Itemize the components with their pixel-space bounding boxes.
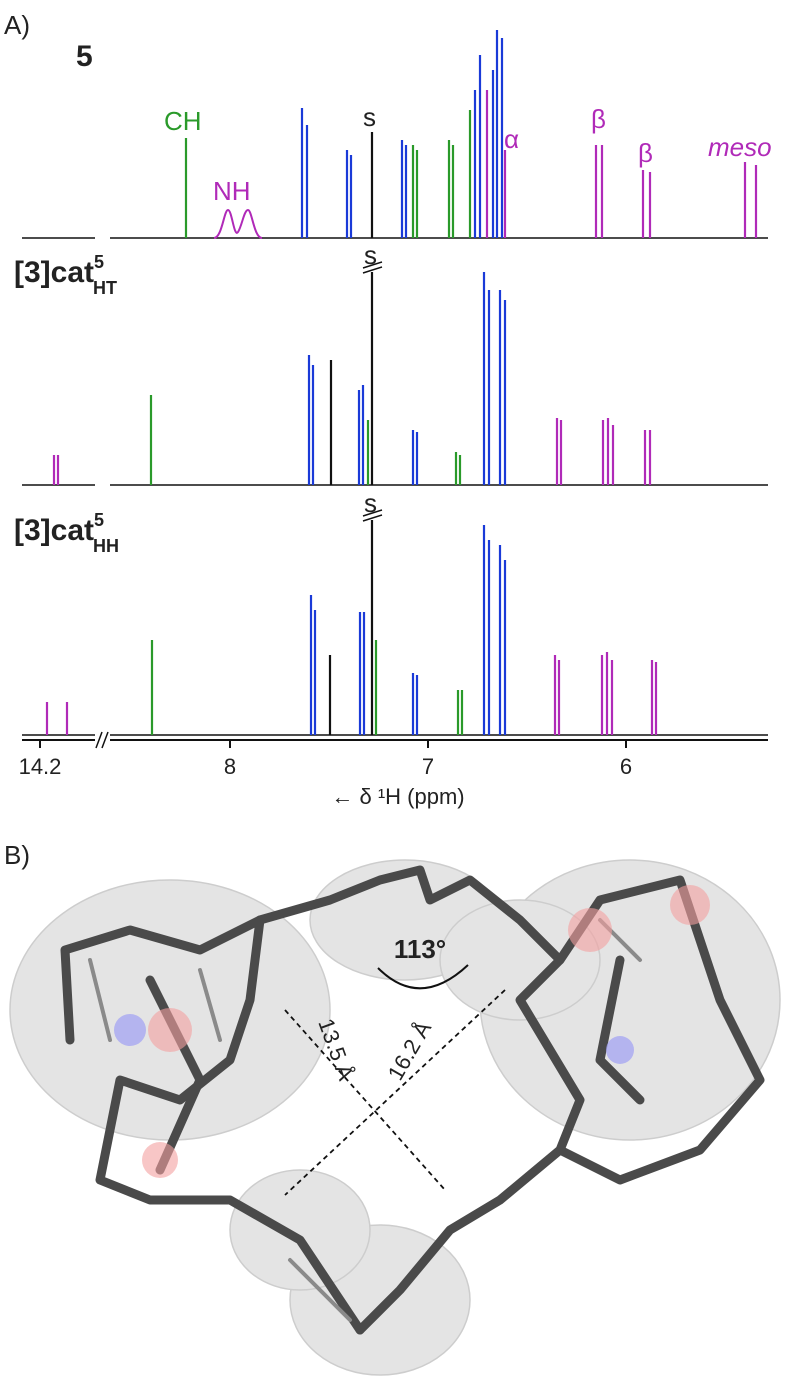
molecule: 113° 13.5 Å 16.2 Å xyxy=(9,859,781,1376)
angle-label: 113° xyxy=(394,934,446,964)
panel-label: B) xyxy=(4,840,30,870)
spectrum-label: 5 xyxy=(76,40,93,73)
subscript: HT xyxy=(93,278,117,298)
label-text: [3]cat xyxy=(14,256,94,289)
spectrum xyxy=(22,30,768,239)
distance-label: 16.2 Å xyxy=(383,1017,437,1085)
x-tick-label: 7 xyxy=(422,754,434,779)
spectrum xyxy=(22,272,768,486)
x-tick-label: 8 xyxy=(224,754,236,779)
peak-label: meso xyxy=(708,132,772,162)
peak-label: s xyxy=(363,102,376,132)
spectrum xyxy=(22,520,768,736)
tick-group: 14.2 8 7 6 xyxy=(19,740,632,779)
subscript: HH xyxy=(93,536,119,556)
peak-label: s xyxy=(364,240,377,270)
distance-line xyxy=(284,989,506,1196)
spectrum-label: [3]cat5 HT xyxy=(14,252,117,298)
label-text: [3]cat xyxy=(14,514,94,547)
peak-label: β xyxy=(638,138,653,168)
peak-label: CH xyxy=(164,106,202,136)
peak-label: α xyxy=(504,124,519,154)
spectrum-label: [3]cat5 HH xyxy=(14,510,119,556)
peak-label: β xyxy=(591,104,606,134)
x-tick-label: 14.2 xyxy=(19,754,62,779)
x-tick-label: 6 xyxy=(620,754,632,779)
break-mark xyxy=(362,261,383,522)
stick-model xyxy=(60,865,765,1335)
x-axis-label: ← δ ¹H (ppm) xyxy=(331,784,464,809)
peak-label: s xyxy=(364,488,377,518)
superscript: 5 xyxy=(94,510,104,530)
superscript: 5 xyxy=(94,252,104,272)
axis-break xyxy=(95,731,109,749)
angle-arc xyxy=(377,964,469,990)
panel-label: A) xyxy=(4,10,30,40)
peak-label: NH xyxy=(213,176,251,206)
peak xyxy=(213,208,263,239)
